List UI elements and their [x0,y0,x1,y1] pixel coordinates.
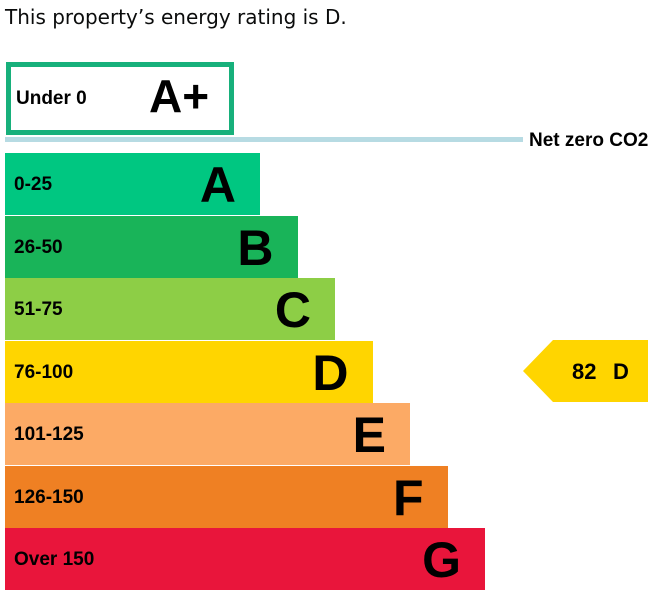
band-range: 26-50 [14,236,63,258]
band-range: 126-150 [14,486,84,508]
band-b: 26-50 B [5,215,298,278]
current-rating-letter: D [613,359,629,384]
net-zero-line [5,137,523,142]
band-range: Over 150 [14,549,95,570]
energy-rating-summary: This property’s energy rating is D. [5,5,347,29]
band-a-plus: Under 0 A+ [6,62,234,135]
net-zero-label: Net zero CO2 [529,130,649,151]
band-letter: G [422,532,461,588]
band-letter: E [352,407,386,463]
band-a-plus-range: Under 0 [16,88,87,109]
band-range: 0-25 [14,174,53,195]
current-rating-arrow: 82 D [523,340,648,402]
current-rating-arrow-shape [523,340,648,402]
current-rating-score: 82 [572,359,597,384]
band-letter: B [237,219,274,276]
band-a: 0-25 A [5,153,260,215]
band-letter: C [274,282,311,338]
band-a-plus-letter: A+ [149,70,210,122]
band-letter: A [199,157,236,213]
band-range: 51-75 [14,299,63,320]
band-f: 126-150 F [5,465,448,528]
band-e: 101-125 E [5,403,410,465]
band-g: Over 150 G [5,528,485,590]
band-c: 51-75 C [5,278,335,340]
band-letter: D [312,344,349,401]
band-range: 101-125 [14,424,84,445]
band-range: 76-100 [14,361,74,383]
band-letter: F [392,469,424,526]
band-d: 76-100 D [5,340,373,403]
